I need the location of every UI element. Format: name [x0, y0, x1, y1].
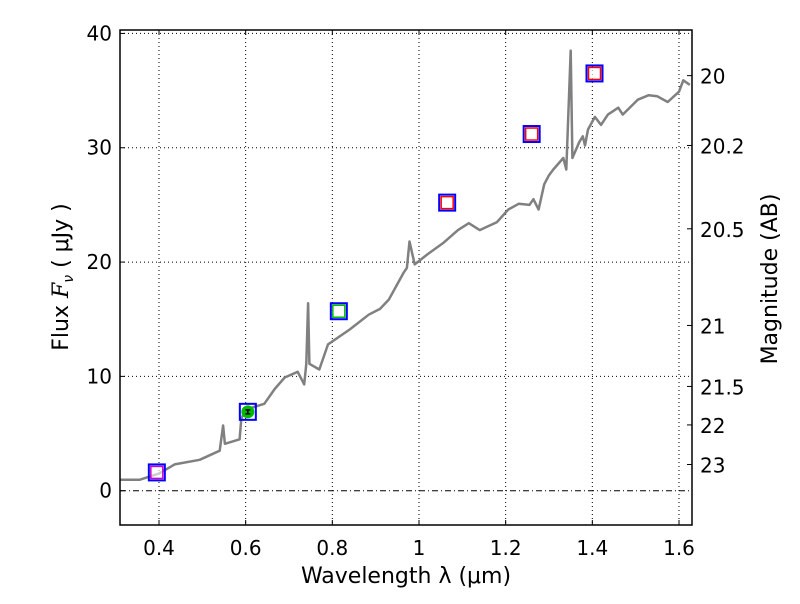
photometry-point: [438, 193, 457, 212]
x-tick-label: 1.2: [490, 536, 522, 560]
model-square-marker: [150, 465, 164, 480]
x-tick-label: 0.8: [316, 536, 348, 560]
spectrum-line: [120, 49, 691, 481]
y2-axis-label: Magnitude (AB): [758, 194, 783, 365]
mag-tick-label: 21.5: [700, 375, 745, 399]
x-axis-label: Wavelength λ (μm): [301, 564, 511, 589]
x-tick-label: 0.6: [230, 536, 262, 560]
photometry-point: [522, 125, 541, 144]
model-square-marker: [332, 304, 346, 318]
y-tick-label: 10: [87, 364, 112, 388]
x-tick-label: 1.4: [576, 536, 608, 560]
observed-square-marker: [329, 302, 348, 321]
series-layer: [120, 49, 691, 482]
y-tick-label: 30: [87, 136, 112, 160]
observed-square-marker: [438, 193, 457, 212]
x-tick-label: 0.4: [143, 536, 175, 560]
photometry-point: [238, 402, 257, 421]
error-bar: [245, 409, 251, 415]
plot-frame: [119, 29, 693, 526]
mag-tick-label: 20.2: [700, 134, 745, 158]
x-tick-label: 1: [413, 536, 426, 560]
model-square-marker: [587, 66, 602, 81]
photometry-point: [585, 64, 604, 83]
observed-square-marker: [585, 64, 604, 83]
mag-tick-label: 23: [700, 454, 725, 478]
observed-square-marker: [522, 125, 541, 144]
grid: [120, 30, 692, 525]
y-tick-label: 0: [99, 479, 112, 503]
observed-square-marker: [238, 402, 257, 421]
model-square-marker: [524, 127, 539, 141]
mag-tick-label: 20.5: [700, 218, 745, 242]
axes: 0.4 0.6 0.8 1 1.2 1.4 1.6 0 10 20 30 40 20 20.2 20.5 21…: [87, 21, 745, 560]
mag-tick-label: 21: [700, 314, 725, 338]
model-square-marker: [440, 195, 454, 210]
mag-tick-label: 22: [700, 414, 725, 438]
y-axis-label: Flux Fν ( μJy ): [49, 203, 77, 350]
y-tick-label: 20: [87, 250, 112, 274]
x-tick-label: 1.6: [663, 536, 695, 560]
photometry-point: [147, 463, 166, 482]
mag-tick-label: 20: [700, 65, 725, 89]
y-tick-label: 40: [87, 21, 112, 45]
photometry-point: [329, 302, 348, 321]
observed-square-marker: [147, 463, 166, 482]
